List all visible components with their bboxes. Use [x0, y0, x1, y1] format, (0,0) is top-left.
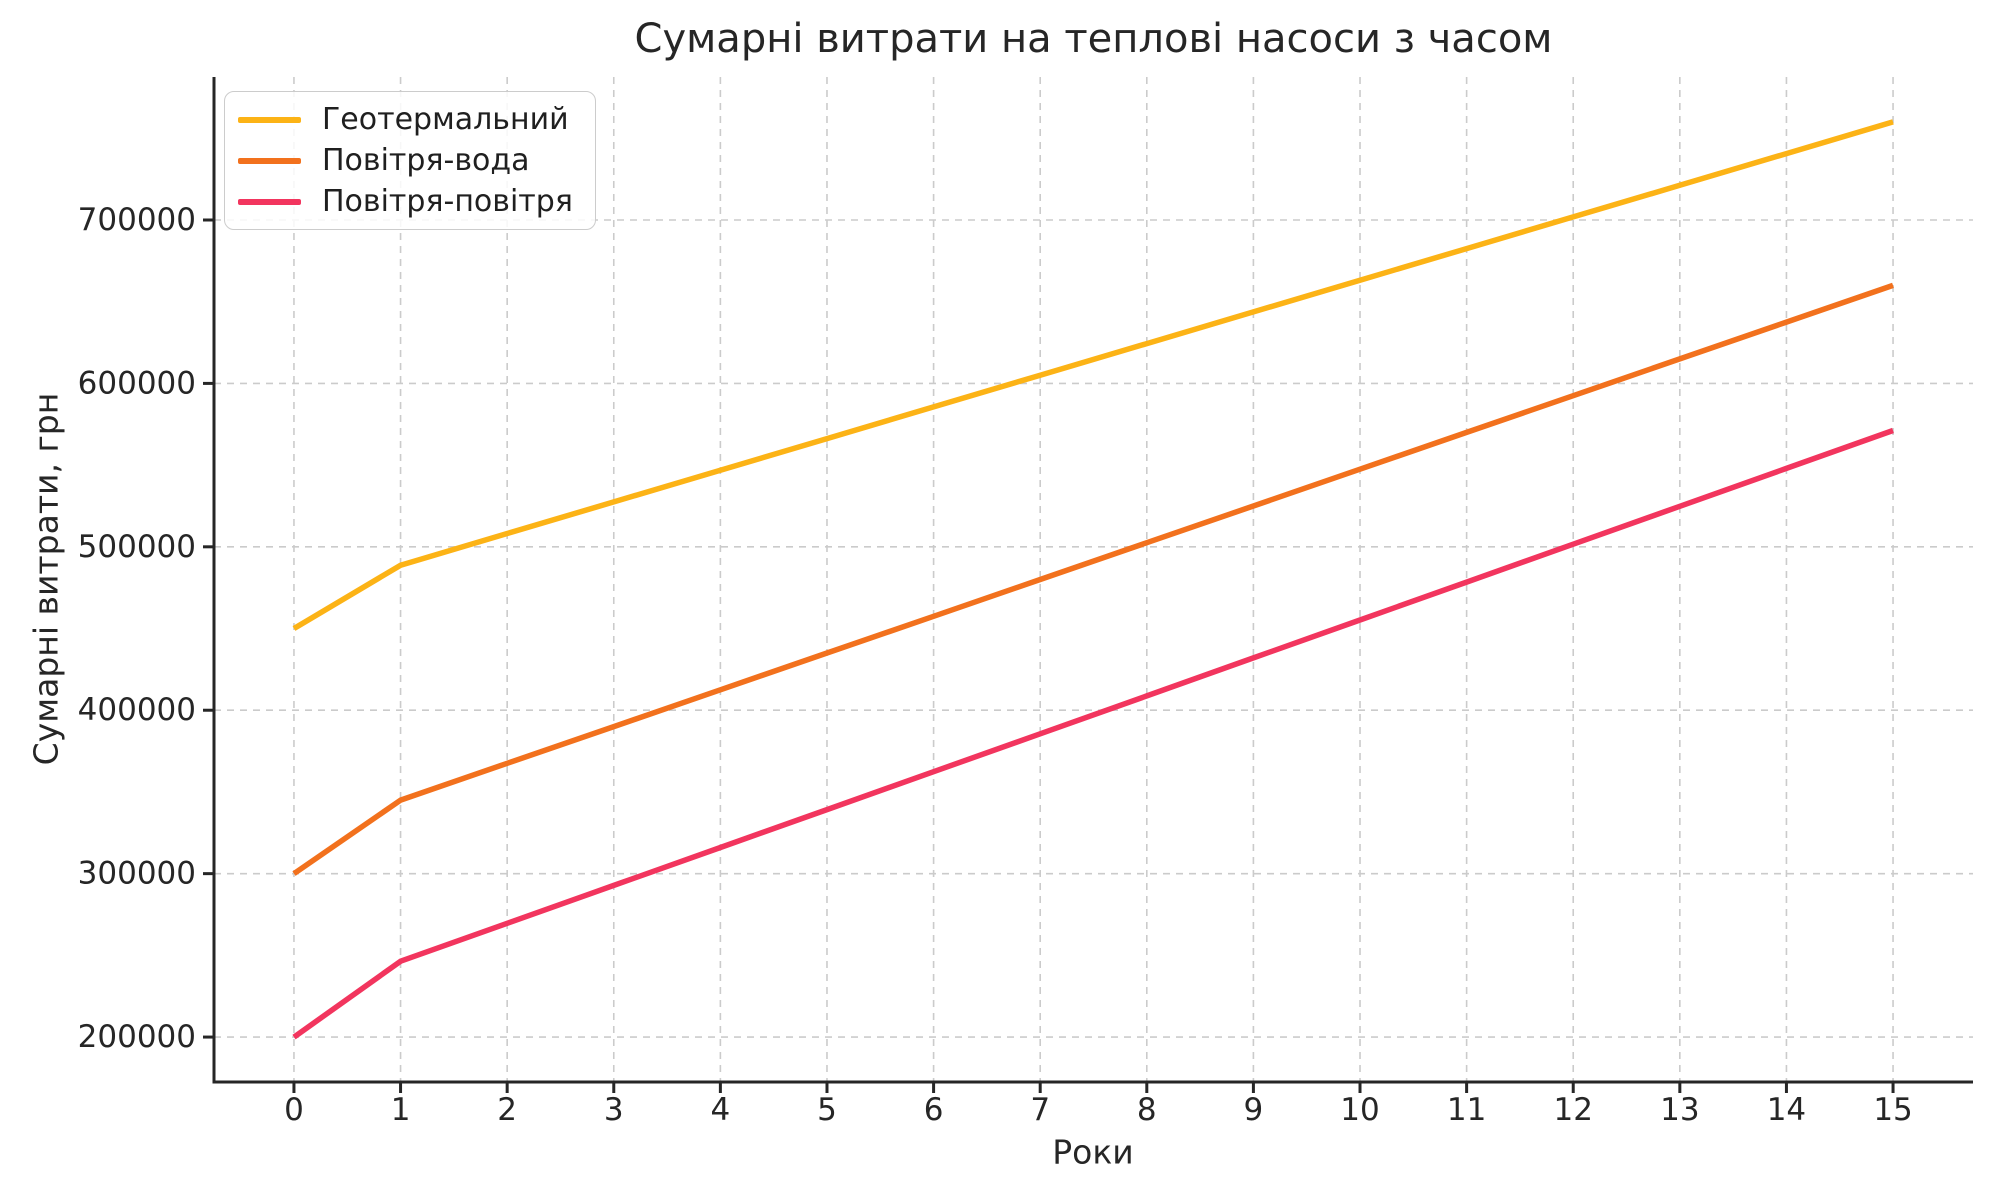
- y-axis-label: Сумарні витрати, грн: [26, 392, 66, 766]
- legend-swatch: [238, 157, 301, 164]
- x-tick-label: 4: [711, 1092, 731, 1128]
- x-tick-label: 9: [1244, 1092, 1264, 1128]
- x-axis-label: Роки: [1052, 1132, 1134, 1172]
- legend: Геотермальний Повітря-вода Повітря-повітря: [224, 91, 596, 230]
- legend-swatch: [238, 116, 301, 123]
- x-tick-label: 11: [1447, 1092, 1486, 1128]
- y-tick-label: 200000: [78, 1019, 196, 1055]
- x-tick-label: 1: [391, 1092, 411, 1128]
- y-tick-label: 300000: [78, 856, 196, 892]
- legend-item: Геотермальний: [238, 99, 573, 140]
- x-tick-label: 0: [284, 1092, 304, 1128]
- y-tick-label: 400000: [78, 692, 196, 728]
- legend-label: Повітря-повітря: [322, 184, 573, 219]
- x-tick-label: 14: [1767, 1092, 1806, 1128]
- legend-label: Повітря-вода: [322, 143, 530, 178]
- legend-item: Повітря-вода: [238, 140, 573, 181]
- x-tick-label: 5: [817, 1092, 837, 1128]
- y-tick-label: 500000: [78, 529, 196, 565]
- x-tick-label: 10: [1340, 1092, 1379, 1128]
- x-tick-label: 7: [1030, 1092, 1050, 1128]
- x-tick-label: 3: [604, 1092, 624, 1128]
- legend-swatch: [238, 198, 301, 205]
- series-line-2: [292, 427, 1894, 1040]
- x-tick-label: 6: [924, 1092, 944, 1128]
- series-line-0: [292, 119, 1894, 631]
- x-tick-label: 15: [1873, 1092, 1912, 1128]
- legend-item: Повітря-повітря: [238, 181, 573, 222]
- y-tick-label: 600000: [78, 365, 196, 401]
- x-tick-label: 13: [1660, 1092, 1699, 1128]
- series-line-1: [292, 282, 1894, 876]
- legend-label: Геотермальний: [322, 102, 569, 137]
- chart-title: Сумарні витрати на теплові насоси з часо…: [634, 16, 1553, 62]
- x-tick-label: 12: [1554, 1092, 1593, 1128]
- x-tick-label: 8: [1137, 1092, 1157, 1128]
- x-tick-label: 2: [497, 1092, 517, 1128]
- y-tick-label: 700000: [78, 202, 196, 238]
